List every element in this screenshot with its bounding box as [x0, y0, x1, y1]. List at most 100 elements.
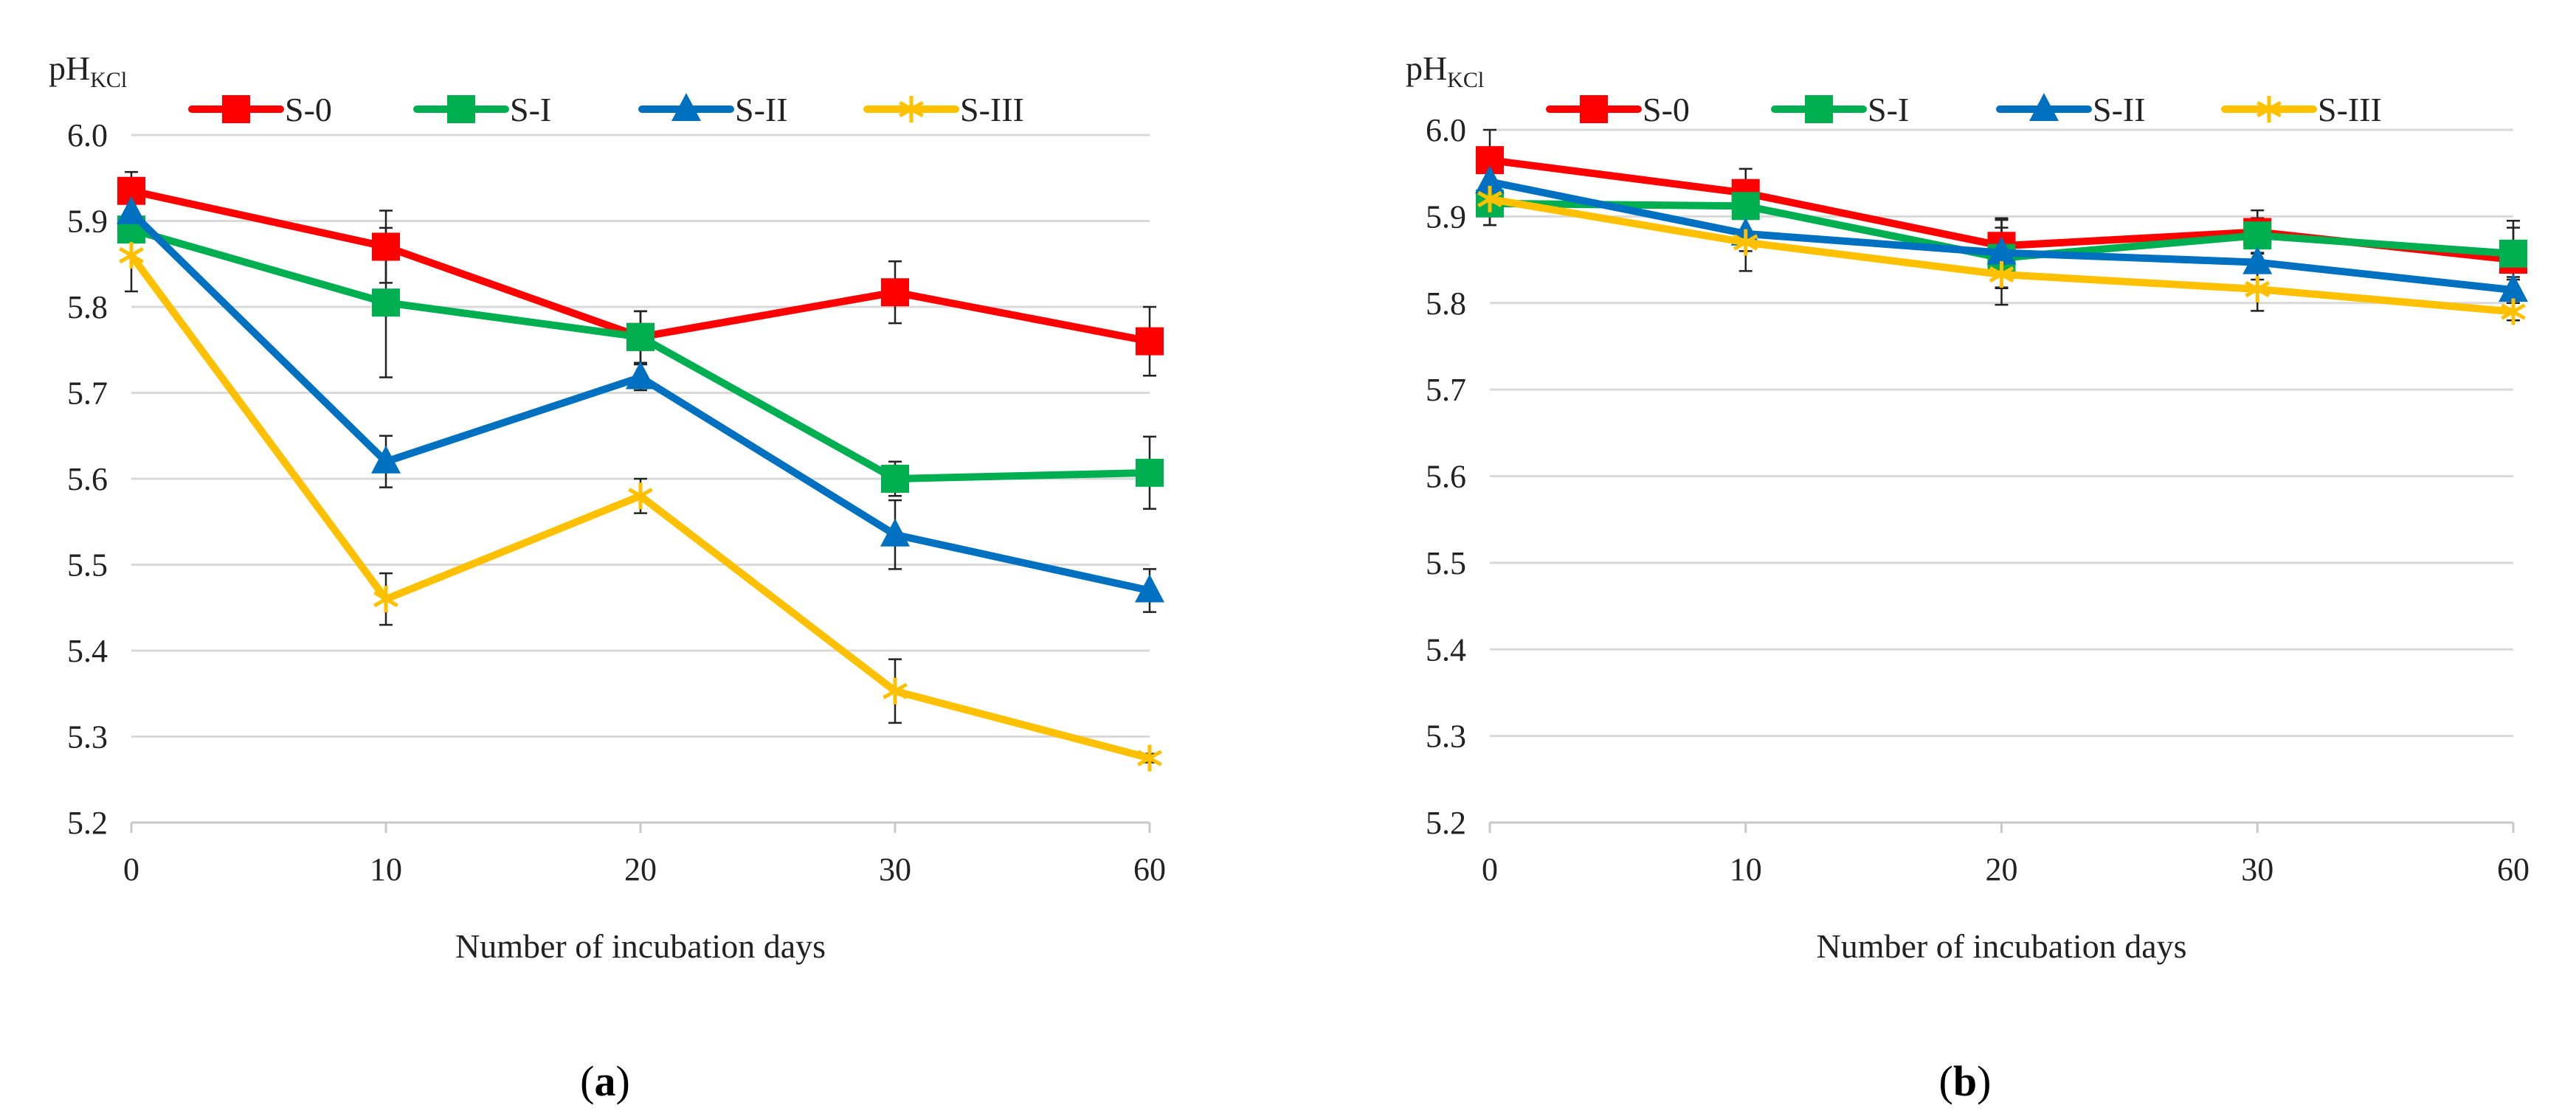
- series-S-III: [1477, 185, 2526, 325]
- x-tick-label: 10: [370, 851, 402, 887]
- panel-letter: a: [595, 1057, 616, 1105]
- legend-item: S-II: [638, 91, 788, 128]
- legend-item: S-0: [188, 91, 332, 128]
- data-point: [372, 232, 400, 261]
- data-point: [1136, 327, 1164, 356]
- data-point: [1477, 185, 1502, 212]
- y-axis-label-subscript: KCl: [1447, 68, 1484, 92]
- legend-item: S-I: [413, 91, 551, 128]
- y-axis-label: pHKCl: [49, 49, 127, 92]
- legend-label: S-I: [1868, 91, 1909, 128]
- legend-label: S-0: [285, 91, 332, 128]
- data-point: [883, 677, 908, 705]
- data-point: [2242, 246, 2273, 274]
- data-point: [626, 322, 655, 351]
- x-tick-label: 0: [1482, 851, 1498, 887]
- legend-item: S-III: [863, 91, 1024, 128]
- y-tick-label: 5.8: [1426, 285, 1466, 322]
- legend-label: S-III: [2318, 91, 2382, 128]
- legend-marker: [1805, 95, 1833, 123]
- data-point: [372, 288, 400, 317]
- chart-a: 5.2 5.3 5.4 5.5 5.6 5.7 5.8 5.9 6.0 0 10 20 30 60 pHKC…: [49, 49, 1166, 1105]
- data-point: [626, 361, 655, 390]
- legend-marker: [899, 96, 924, 122]
- x-tick-label: 10: [1730, 851, 1762, 887]
- data-point: [1731, 192, 1760, 221]
- legend: S-0 S-I S-II S-III: [1546, 91, 2382, 128]
- y-tick-label: 5.3: [1426, 719, 1466, 755]
- data-point: [117, 195, 146, 224]
- data-point: [371, 445, 401, 474]
- legend-item: S-0: [1546, 91, 1690, 128]
- y-tick-label: 5.7: [1426, 372, 1466, 408]
- legend-marker: [2256, 96, 2282, 122]
- y-axis-label-subscript: KCl: [90, 68, 127, 92]
- x-tick-label: 30: [879, 851, 911, 887]
- data-point: [1135, 574, 1164, 603]
- y-tick-label: 5.8: [67, 289, 108, 325]
- y-axis-label: pHKCl: [1406, 49, 1484, 92]
- legend-item: S-II: [1996, 91, 2146, 128]
- y-tick-label: 5.3: [67, 719, 108, 755]
- data-point: [628, 482, 653, 510]
- legend-marker: [1580, 95, 1608, 123]
- y-tick-label: 6.0: [67, 117, 108, 153]
- y-tick-label: 5.6: [67, 461, 108, 497]
- y-tick-label: 5.4: [67, 633, 108, 669]
- legend-marker: [447, 95, 475, 123]
- y-tick-label: 5.5: [1426, 545, 1466, 581]
- y-tick-label: 6.0: [1426, 112, 1466, 148]
- data-point: [2243, 221, 2272, 250]
- y-tick-label: 5.2: [67, 805, 108, 841]
- legend-label: S-0: [1643, 91, 1690, 128]
- series-S-I: [117, 215, 1164, 493]
- data-point: [880, 518, 910, 547]
- y-tick-label: 5.9: [67, 204, 108, 240]
- chart-b: 5.2 5.3 5.4 5.5 5.6 5.7 5.8 5.9 6.0 0 10 20 30 60 pHKC…: [1406, 49, 2530, 1105]
- data-point: [1989, 261, 2014, 288]
- data-point: [119, 242, 144, 269]
- data-point: [2499, 274, 2528, 302]
- legend-label: S-III: [960, 91, 1024, 128]
- x-tick-label: 0: [123, 851, 139, 887]
- y-tick-label: 5.7: [67, 375, 108, 412]
- series-S-III: [119, 242, 1162, 772]
- legend-item: S-III: [2221, 91, 2382, 128]
- y-tick-label: 5.5: [67, 547, 108, 584]
- x-axis-label: Number of incubation days: [455, 927, 826, 965]
- x-tick-label: 30: [2241, 851, 2273, 887]
- panel-label: (b): [1939, 1057, 1992, 1105]
- data-point: [373, 586, 398, 613]
- data-point: [2501, 298, 2526, 325]
- data-point: [881, 465, 909, 493]
- y-tick-label: 5.2: [1426, 805, 1466, 841]
- data-point: [1986, 236, 2017, 265]
- data-point: [1733, 229, 1758, 256]
- x-tick-label: 20: [1986, 851, 2018, 887]
- x-tick-label: 60: [2497, 851, 2530, 887]
- data-point: [881, 278, 909, 307]
- y-tick-label: 5.9: [1426, 198, 1466, 235]
- panel-letter: b: [1953, 1057, 1977, 1105]
- series-S-II: [117, 195, 1164, 603]
- x-axis-label: Number of incubation days: [1816, 927, 2186, 965]
- y-tick-label: 5.6: [1426, 459, 1466, 495]
- legend-label: S-II: [735, 91, 788, 128]
- legend-marker: [671, 93, 701, 121]
- legend-item: S-I: [1771, 91, 1909, 128]
- y-tick-label: 5.4: [1426, 631, 1466, 668]
- data-point: [1475, 165, 1505, 194]
- data-point: [2499, 239, 2527, 268]
- data-point: [1137, 744, 1162, 772]
- series-line: [128, 210, 1151, 595]
- x-tick-label: 60: [1133, 851, 1166, 887]
- legend-marker: [222, 95, 250, 123]
- legend-label: S-II: [2093, 91, 2146, 128]
- panel-label: (a): [580, 1057, 630, 1105]
- x-tick-label: 20: [624, 851, 657, 887]
- legend: S-0 S-I S-II S-III: [188, 91, 1024, 128]
- data-point: [1136, 458, 1164, 487]
- legend-label: S-I: [510, 91, 551, 128]
- data-point: [2245, 275, 2271, 302]
